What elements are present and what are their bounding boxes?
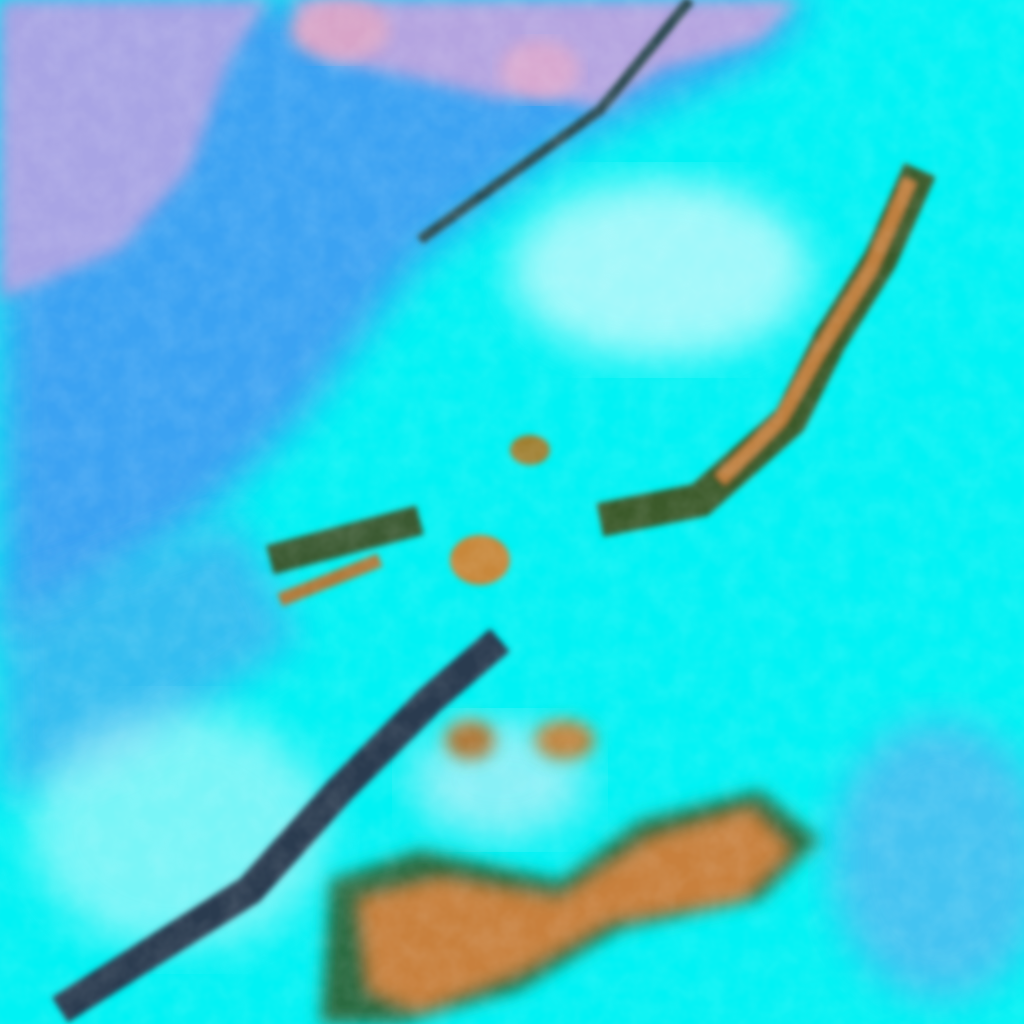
satellite-image: [0, 0, 1024, 1024]
texture: [0, 0, 1024, 1024]
satellite-scene: [0, 0, 1024, 1024]
